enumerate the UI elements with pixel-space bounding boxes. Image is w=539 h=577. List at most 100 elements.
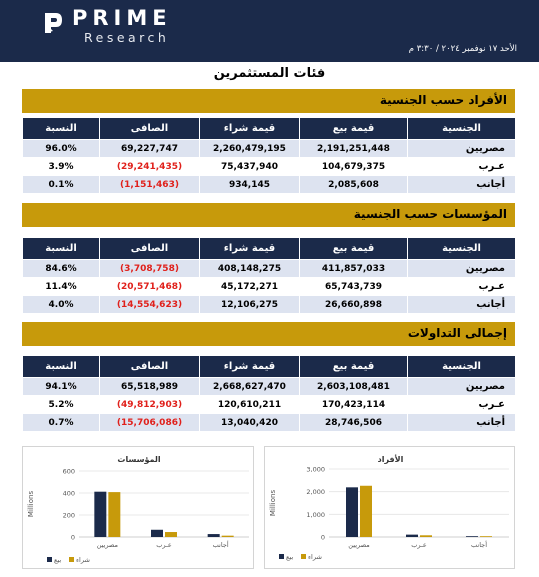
buy-value: 45,172,271 xyxy=(199,277,300,296)
col-sell: قيمة بيع xyxy=(299,117,408,140)
ratio-value: 94.1% xyxy=(22,377,100,396)
row-name: عـرب xyxy=(407,277,516,296)
x-tick-label: أجانب xyxy=(213,540,229,549)
table-row: أجانب 28,746,506 13,040,420 (15,706,086)… xyxy=(22,413,516,432)
net-value: (1,151,463) xyxy=(99,175,200,194)
table-row: مصريين 411,857,033 408,148,275 (3,708,75… xyxy=(22,259,516,278)
x-tick-label: عـرب xyxy=(411,541,427,549)
legend-swatch-sell xyxy=(47,557,52,562)
table-row: مصريين 2,191,251,448 2,260,479,195 69,22… xyxy=(22,139,516,158)
y-tick-label: 0 xyxy=(71,534,75,542)
bar-sell xyxy=(346,487,358,537)
report-header: PRIME Research الأحد ١٧ نوفمبر ٢٠٢٤ / ٣:… xyxy=(0,0,539,62)
net-value: (29,241,435) xyxy=(99,157,200,176)
legend-label-sell: بيع xyxy=(54,556,61,564)
col-ratio: النسبة xyxy=(22,355,100,378)
net-value: 65,518,989 xyxy=(99,377,200,396)
table-row: أجانب 26,660,898 12,106,275 (14,554,623)… xyxy=(22,295,516,314)
col-net: الصافى xyxy=(99,355,200,378)
net-value: (20,571,468) xyxy=(99,277,200,296)
row-name: أجانب xyxy=(407,295,516,314)
row-name: عـرب xyxy=(407,157,516,176)
sell-value: 104,679,375 xyxy=(299,157,408,176)
col-nationality: الجنسية xyxy=(407,237,516,260)
bar-sell xyxy=(207,534,220,537)
table-row: عـرب 104,679,375 75,437,940 (29,241,435)… xyxy=(22,157,516,176)
col-net: الصافى xyxy=(99,237,200,260)
institutions-chart-svg: المؤسسات Millions 0 200 400 600 مصريين عـرب أجان… xyxy=(27,455,249,564)
y-tick-label: 2,000 xyxy=(306,488,325,496)
col-net: الصافى xyxy=(99,117,200,140)
y-tick-label: 1,000 xyxy=(306,511,325,519)
row-name: أجانب xyxy=(407,175,516,194)
sell-value: 2,191,251,448 xyxy=(299,139,408,158)
col-ratio: النسبة xyxy=(22,237,100,260)
y-axis-label: Millions xyxy=(269,490,277,517)
legend-label-buy: شراء xyxy=(308,553,322,561)
net-value: (14,554,623) xyxy=(99,295,200,314)
section-title: المؤسسات حسب الجنسية xyxy=(353,207,507,221)
bar-sell xyxy=(466,536,478,537)
legend-swatch-sell xyxy=(279,554,284,559)
ratio-value: 5.2% xyxy=(22,395,100,414)
table-row: عـرب 65,743,739 45,172,271 (20,571,468) … xyxy=(22,277,516,296)
buy-value: 2,260,479,195 xyxy=(199,139,300,158)
individuals-table: الجنسية قيمة بيع قيمة شراء الصافى النسبة… xyxy=(22,117,516,194)
ratio-value: 84.6% xyxy=(22,259,100,278)
net-value: (15,706,086) xyxy=(99,413,200,432)
ratio-value: 11.4% xyxy=(22,277,100,296)
x-tick-label: أجانب xyxy=(471,540,487,549)
report-date: الأحد ١٧ نوفمبر ٢٠٢٤ / ٣:٣٠ م xyxy=(408,44,517,54)
col-sell: قيمة بيع xyxy=(299,355,408,378)
ratio-value: 96.0% xyxy=(22,139,100,158)
buy-value: 13,040,420 xyxy=(199,413,300,432)
row-name: أجانب xyxy=(407,413,516,432)
ratio-value: 4.0% xyxy=(22,295,100,314)
table-row: مصريين 2,603,108,481 2,668,627,470 65,51… xyxy=(22,377,516,396)
bar-buy xyxy=(165,532,177,537)
total-table: الجنسية قيمة بيع قيمة شراء الصافى النسبة… xyxy=(22,355,516,432)
sell-value: 411,857,033 xyxy=(299,259,408,278)
buy-value: 12,106,275 xyxy=(199,295,300,314)
col-nationality: الجنسية xyxy=(407,117,516,140)
bar-sell xyxy=(151,529,163,537)
row-name: مصريين xyxy=(407,139,516,158)
sell-value: 26,660,898 xyxy=(299,295,408,314)
y-tick-label: 600 xyxy=(63,468,75,476)
y-tick-label: 3,000 xyxy=(306,466,325,474)
bar-buy xyxy=(221,535,234,537)
ratio-value: 0.1% xyxy=(22,175,100,194)
sell-value: 2,603,108,481 xyxy=(299,377,408,396)
y-axis-label: Millions xyxy=(27,491,35,518)
legend-label-sell: بيع xyxy=(286,553,293,561)
col-buy: قيمة شراء xyxy=(199,355,300,378)
bar-sell xyxy=(406,534,418,537)
bar-buy xyxy=(420,535,432,537)
legend-swatch-buy xyxy=(301,554,306,559)
net-value: (49,812,903) xyxy=(99,395,200,414)
buy-value: 75,437,940 xyxy=(199,157,300,176)
sell-value: 2,085,608 xyxy=(299,175,408,194)
buy-value: 934,145 xyxy=(199,175,300,194)
section-title: إجمالى التداولات xyxy=(407,326,507,340)
x-tick-label: مصريين xyxy=(97,541,118,549)
prime-logo-icon xyxy=(45,13,62,33)
institutions-chart: المؤسسات Millions 0 200 400 600 مصريين عـرب أجان… xyxy=(22,446,254,569)
brand-subtitle: Research xyxy=(84,30,170,45)
sell-value: 28,746,506 xyxy=(299,413,408,432)
y-tick-label: 400 xyxy=(63,490,75,498)
table-row: أجانب 2,085,608 934,145 (1,151,463) 0.1% xyxy=(22,175,516,194)
col-ratio: النسبة xyxy=(22,117,100,140)
sell-value: 170,423,114 xyxy=(299,395,408,414)
net-value: (3,708,758) xyxy=(99,259,200,278)
col-buy: قيمة شراء xyxy=(199,117,300,140)
bar-buy xyxy=(480,536,492,537)
y-tick-label: 200 xyxy=(63,512,75,520)
ratio-value: 0.7% xyxy=(22,413,100,432)
individuals-chart-svg: الأفراد Millions 0 1,000 2,000 3,000 مصريين عـر… xyxy=(269,454,509,561)
section-band-total: إجمالى التداولات xyxy=(22,322,515,346)
row-name: مصريين xyxy=(407,259,516,278)
col-sell: قيمة بيع xyxy=(299,237,408,260)
legend-swatch-buy xyxy=(69,557,74,562)
col-buy: قيمة شراء xyxy=(199,237,300,260)
